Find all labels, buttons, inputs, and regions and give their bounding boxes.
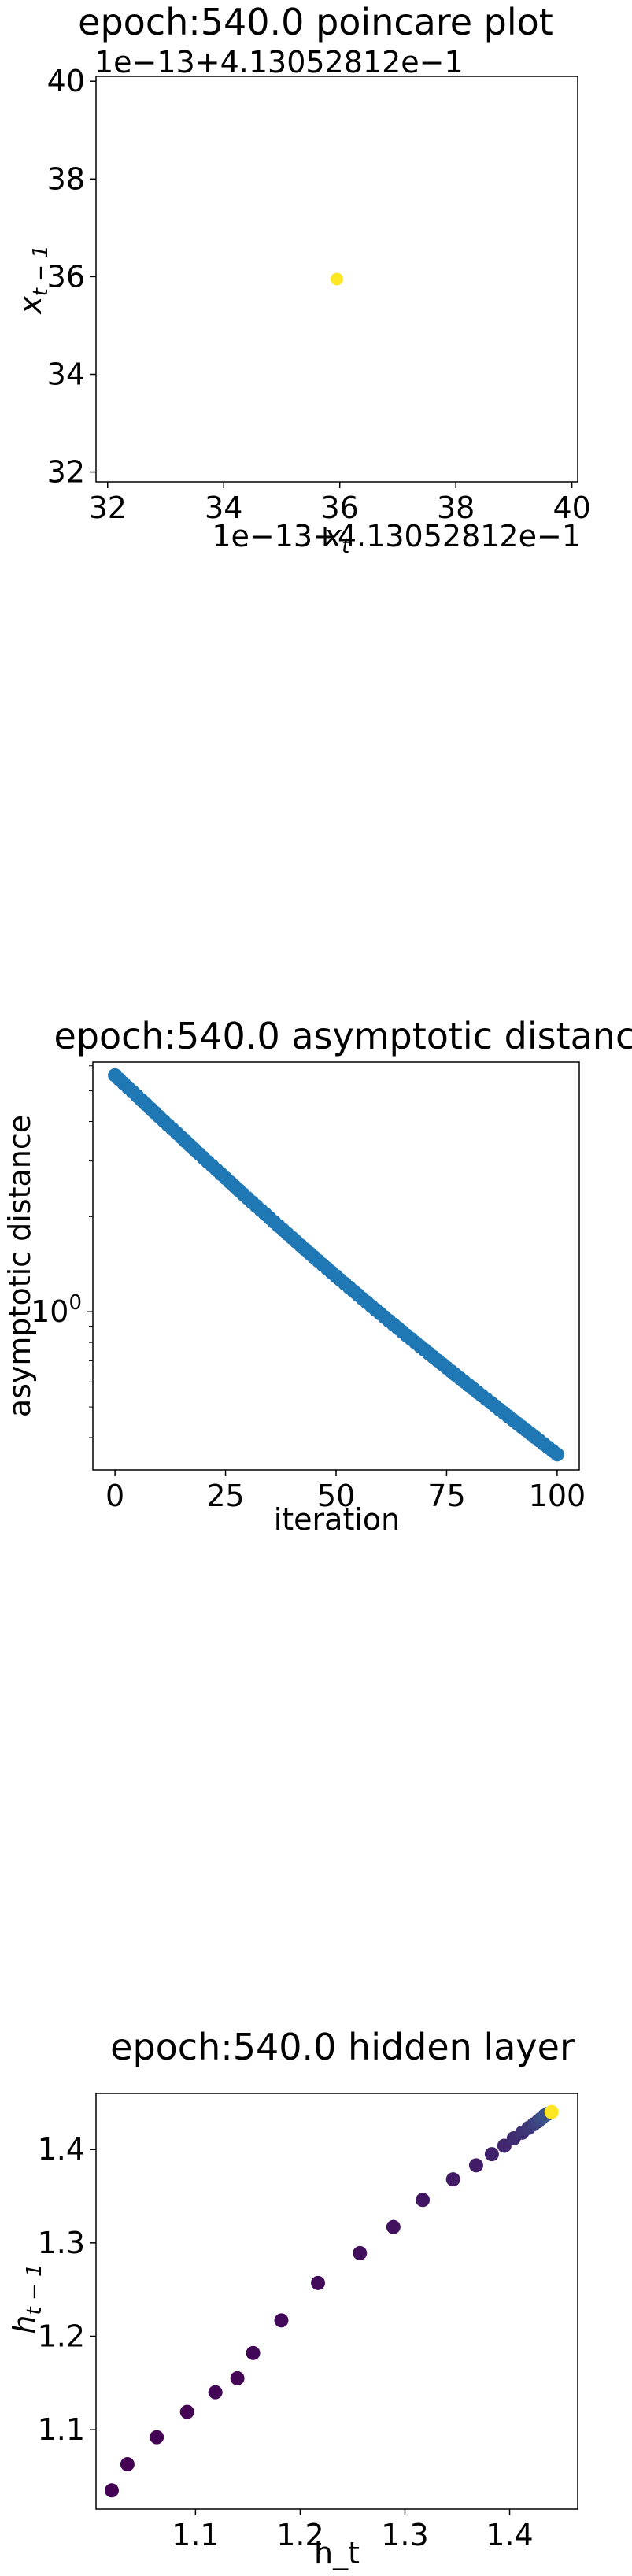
poincare-plot-chart: epoch:540.0 poincare plot 1e−13+4.130528…: [13, 1, 591, 558]
x-tick-label: 100: [529, 1479, 586, 1513]
asymptotic-distance-chart: epoch:540.0 asymptotic distance 0 25 50 75 1…: [2, 1015, 632, 1537]
x-tick-label: 1.3: [381, 2518, 428, 2552]
poincare-plot-panel: epoch:540.0 poincare plot 1e−13+4.130528…: [0, 0, 632, 598]
y-tick-label: 100: [31, 1291, 82, 1329]
data-point: [120, 2457, 135, 2472]
data-point: [104, 2483, 119, 2498]
x-tick-label: 75: [427, 1479, 465, 1513]
data-point: [179, 2404, 194, 2419]
y-tick-label: 40: [47, 64, 85, 98]
y-tick-label: 1.3: [38, 2226, 85, 2260]
chart-title: epoch:540.0 asymptotic distance: [54, 1016, 632, 1057]
x-axis-label: h_t: [314, 2536, 360, 2570]
y-offset-text: 1e−13+4.13052812e−1: [94, 45, 464, 80]
plot-area: [95, 76, 578, 483]
data-point: [331, 272, 343, 286]
x-offset-text: 1e−13+4.13052812e−1: [212, 519, 581, 553]
chart-title: epoch:540.0 poincare plot: [78, 1, 553, 43]
data-point: [445, 2172, 460, 2187]
data-point: [484, 2147, 499, 2162]
x-tick-label: 1.4: [486, 2518, 533, 2552]
data-point: [353, 2245, 368, 2260]
x-tick-label: 25: [206, 1479, 244, 1513]
data-point: [544, 2104, 559, 2119]
y-axis-label: ht − 1: [7, 2263, 46, 2334]
y-tick-label: 34: [47, 357, 85, 391]
y-axis-label: asymptotic distance: [2, 1115, 37, 1417]
x-tick-label: 34: [205, 490, 242, 525]
data-point: [468, 2158, 483, 2173]
x-tick-label: 1.2: [276, 2518, 323, 2552]
data-point: [311, 2275, 326, 2290]
y-tick-label: 36: [47, 259, 85, 294]
y-axis-label: xt − 1: [13, 245, 53, 315]
data-point: [150, 2430, 164, 2445]
y-tick-label: 32: [47, 455, 85, 490]
x-tick-label: 36: [321, 490, 359, 525]
x-tick-label: 0: [105, 1479, 124, 1513]
data-point: [246, 2345, 261, 2360]
chart-title: epoch:540.0 hidden layer: [110, 2026, 575, 2068]
data-point: [416, 2193, 431, 2208]
data-point: [386, 2219, 401, 2234]
x-tick-label: 40: [553, 490, 590, 525]
hidden-layer-panel: epoch:540.0 hidden layer 1.1 1.2 1.3 1.4 1.…: [0, 2008, 632, 2573]
x-tick-label: 32: [89, 490, 127, 525]
y-tick-label: 38: [47, 161, 85, 196]
asymptotic-distance-panel: epoch:540.0 asymptotic distance 0 25 50 75 1…: [0, 1015, 632, 1567]
x-tick-label: 50: [317, 1479, 355, 1513]
x-tick-label: 1.1: [172, 2518, 219, 2552]
data-point: [549, 1447, 564, 1462]
data-point: [230, 2371, 245, 2385]
data-point: [274, 2313, 289, 2328]
y-tick-label: 1.4: [38, 2132, 85, 2167]
data-point: [208, 2385, 223, 2400]
hidden-layer-chart: epoch:540.0 hidden layer 1.1 1.2 1.3 1.4 1.…: [7, 2026, 578, 2570]
plot-area: [95, 2093, 578, 2510]
x-axis-label: iteration: [274, 1502, 401, 1537]
y-tick-label: 1.2: [38, 2319, 85, 2353]
y-tick-label: 1.1: [38, 2412, 85, 2447]
x-tick-label: 38: [437, 490, 475, 525]
